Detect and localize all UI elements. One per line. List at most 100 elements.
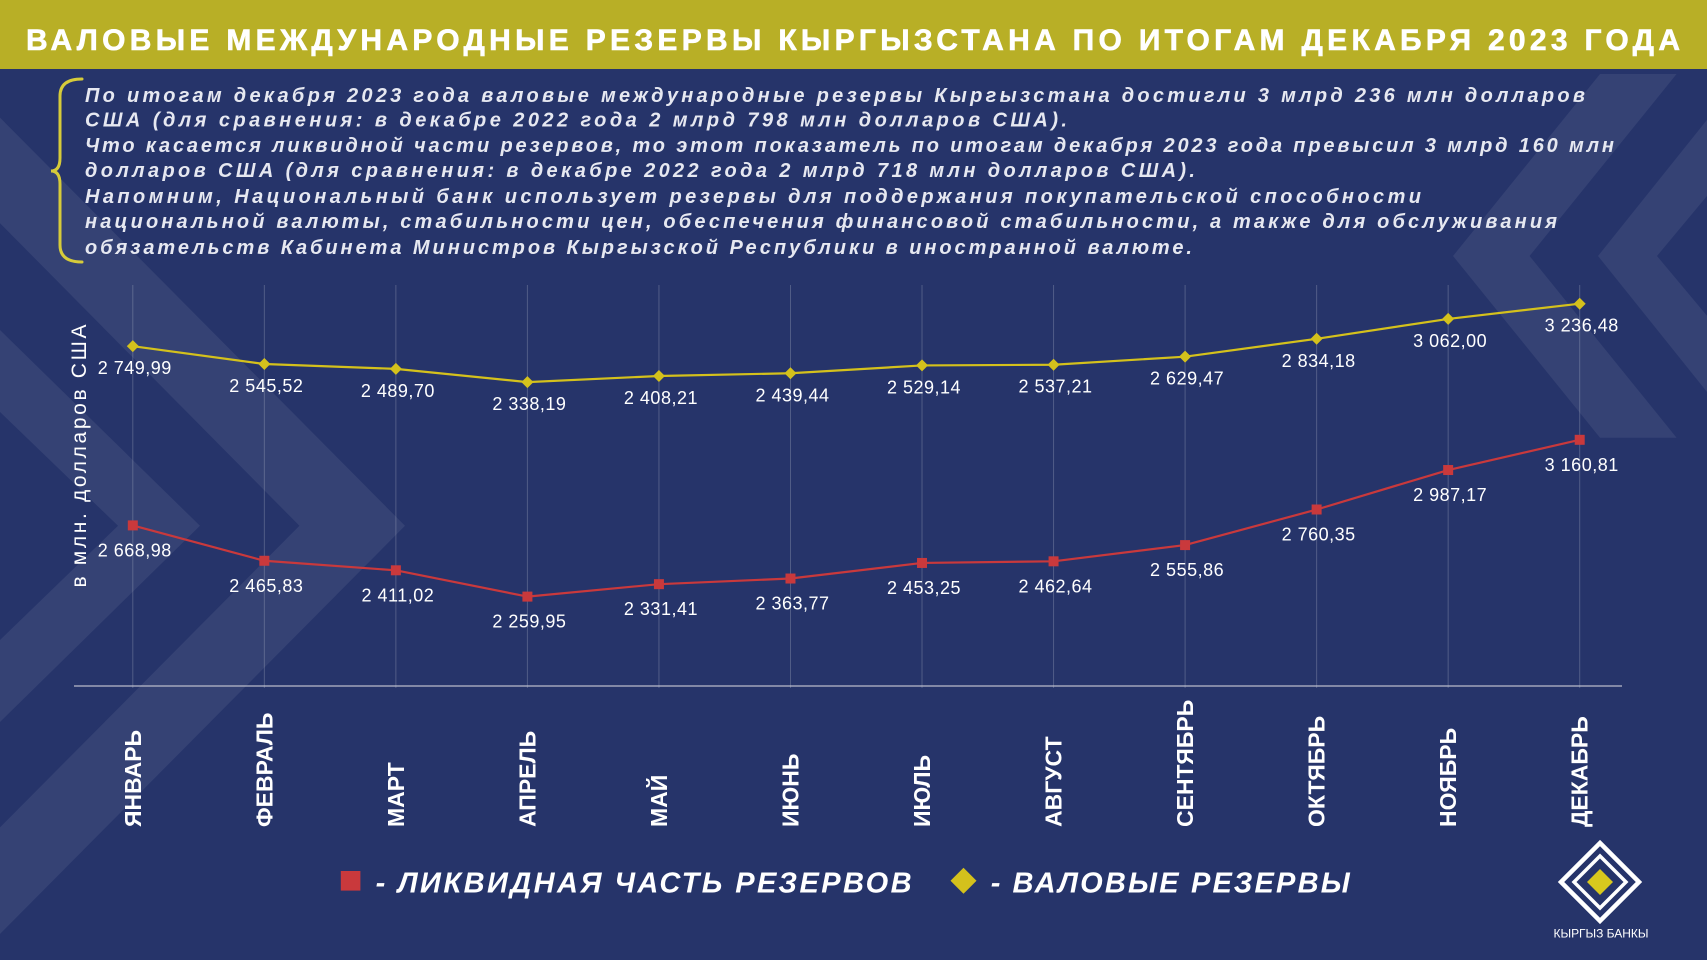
gross-reserves-point xyxy=(1047,358,1060,371)
page-title: ВАЛОВЫЕ МЕЖДУНАРОДНЫЕ РЕЗЕРВЫ КЫРГЫЗСТАН… xyxy=(26,24,1680,57)
liquid-reserves-point xyxy=(127,520,138,531)
gross-reserves-data-label: 2 439,44 xyxy=(755,385,829,405)
chevron-decoration xyxy=(1453,74,1677,438)
x-tick-label: АВГУСТ xyxy=(1041,736,1067,827)
x-axis-labels: ЯНВАРЬ ФЕВРАЛЬ МАРТ АПРЕЛЬ МАЙ ИЮНЬ ИЮЛЬ АВГУСТ… xyxy=(120,700,1593,827)
liquid-reserves-data-label: 2 411,02 xyxy=(362,585,435,605)
x-tick-label: НОЯБРЬ xyxy=(1435,728,1461,827)
chevron-decoration xyxy=(0,117,405,935)
x-tick-label: СЕНТЯБРЬ xyxy=(1172,700,1198,827)
gross-reserves-data-label: 2 338,19 xyxy=(492,394,566,414)
gross-reserves-data-label: 2 537,21 xyxy=(1019,377,1093,397)
gross-reserves-data-label: 2 749,99 xyxy=(98,358,172,378)
liquid-reserves-point xyxy=(917,557,928,568)
liquid-reserves-data-label: 2 465,83 xyxy=(229,576,303,596)
series-markers xyxy=(126,297,1586,602)
description-line: США (для сравнения: в декабре 2022 года … xyxy=(85,109,1067,131)
legend-square-marker xyxy=(340,871,361,891)
liquid-reserves-point xyxy=(1311,504,1322,515)
chevron-decoration xyxy=(0,330,200,722)
legend-series-name: ВАЛОВЫЕ РЕЗЕРВЫ xyxy=(1013,868,1351,900)
x-tick-label: МАЙ xyxy=(645,775,672,827)
logo-inner-diamond-icon xyxy=(1571,853,1629,911)
gross-reserves-point xyxy=(389,362,402,375)
gross-reserves-point xyxy=(1310,332,1323,345)
series-lines xyxy=(132,302,1580,598)
gross-reserves-point xyxy=(652,369,665,382)
liquid-reserves-point xyxy=(1048,556,1059,567)
gross-reserves-line xyxy=(132,302,1580,384)
chevron-decoration xyxy=(1598,119,1707,393)
bank-logo: КЫРГЫЗ БАНКЫ xyxy=(1554,839,1649,941)
gross-reserves-data-label: 3 062,00 xyxy=(1413,331,1487,351)
gross-reserves-data-label: 2 629,47 xyxy=(1150,369,1224,389)
gross-reserves-point xyxy=(1442,312,1455,325)
gross-reserves-point xyxy=(916,359,929,372)
liquid-reserves-data-label: 2 331,41 xyxy=(624,599,698,619)
y-axis-label: в млн. долларов США xyxy=(68,325,91,588)
logo-text: КЫРГЫЗ БАНКЫ xyxy=(1554,927,1649,941)
x-tick-label: ДЕКАБРЬ xyxy=(1567,716,1593,827)
curly-brace-icon xyxy=(50,77,84,264)
x-tick-label: МАРТ xyxy=(383,762,409,827)
gross-reserves-point xyxy=(784,367,797,380)
nested-diamond-logo-icon xyxy=(1557,839,1643,925)
title-banner xyxy=(0,0,1707,69)
liquid-reserves-point xyxy=(785,573,796,584)
x-tick-label: АПРЕЛЬ xyxy=(514,731,540,827)
description-line: Напомним, Национальный банк использует р… xyxy=(85,186,1421,208)
background-chevrons xyxy=(0,74,1707,935)
x-tick-label: ИЮЛЬ xyxy=(909,755,935,827)
gross-reserves-data-label: 2 408,21 xyxy=(624,388,698,408)
gross-reserves-data-label: 2 529,14 xyxy=(887,377,961,397)
description-line: национальной валюты, стабильности цен, о… xyxy=(85,211,1557,233)
x-tick-label: ИЮНЬ xyxy=(777,754,803,827)
gross-reserves-point xyxy=(1179,350,1192,363)
gross-reserves-data-label: 2 834,18 xyxy=(1282,351,1356,371)
liquid-reserves-point xyxy=(1443,465,1454,476)
x-tick-label: ОКТЯБРЬ xyxy=(1304,716,1330,827)
legend: - ЛИКВИДНАЯ ЧАСТЬ РЕЗЕРВОВ - ВАЛОВЫЕ РЕЗЕР… xyxy=(340,867,1351,900)
liquid-reserves-data-label: 2 453,25 xyxy=(887,578,961,598)
liquid-reserves-data-label: 2 462,64 xyxy=(1019,576,1093,596)
gross-reserves-point xyxy=(521,376,534,389)
liquid-reserves-line xyxy=(132,438,1580,598)
gross-reserves-data-label: 2 545,52 xyxy=(229,376,303,396)
description-line: обязательств Кабинета Министров Кыргызск… xyxy=(85,237,1192,259)
liquid-reserves-point xyxy=(1574,434,1585,445)
liquid-reserves-data-label: 2 363,77 xyxy=(755,594,829,614)
x-tick-label: ФЕВРАЛЬ xyxy=(251,713,277,827)
liquid-reserves-point xyxy=(522,591,533,602)
liquid-reserves-point xyxy=(390,565,401,576)
gross-reserves-data-label: 2 489,70 xyxy=(361,381,435,401)
legend-series-name: ЛИКВИДНАЯ ЧАСТЬ РЕЗЕРВОВ xyxy=(396,868,912,900)
gross-reserves-point xyxy=(126,340,139,353)
legend-diamond-marker xyxy=(950,867,977,894)
description-line: По итогам декабря 2023 года валовые межд… xyxy=(85,85,1585,107)
liquid-reserves-data-label: 2 987,17 xyxy=(1413,485,1487,505)
gross-reserves-point xyxy=(258,358,271,371)
liquid-reserves-data-label: 2 259,95 xyxy=(492,612,566,632)
line-chart: в млн. долларов США 2 749,99 2 545,52 2 48… xyxy=(68,285,1622,827)
description-line: Что касается ликвидной части резервов, т… xyxy=(85,135,1614,157)
description-line: долларов США (для сравнения: в декабре 2… xyxy=(85,160,1195,182)
logo-core-diamond-icon xyxy=(1587,869,1613,895)
x-tick-label: ЯНВАРЬ xyxy=(120,730,146,827)
liquid-reserves-data-label: 2 760,35 xyxy=(1282,525,1356,545)
liquid-reserves-point xyxy=(1180,540,1191,551)
data-labels: 2 749,99 2 545,52 2 489,70 2 338,19 2 408,21… xyxy=(98,316,1619,632)
legend-separator: - xyxy=(376,868,386,900)
liquid-reserves-data-label: 3 160,81 xyxy=(1545,455,1619,475)
legend-label-gross: - ВАЛОВЫЕ РЕЗЕРВЫ xyxy=(991,868,1351,900)
liquid-reserves-data-label: 2 555,86 xyxy=(1150,560,1224,580)
gross-reserves-data-label: 3 236,48 xyxy=(1545,316,1619,336)
legend-separator: - xyxy=(991,868,1001,900)
gross-reserves-point xyxy=(1573,297,1586,310)
liquid-reserves-point xyxy=(653,579,664,590)
liquid-reserves-point xyxy=(259,555,270,566)
legend-label-liquid: - ЛИКВИДНАЯ ЧАСТЬ РЕЗЕРВОВ xyxy=(376,868,912,900)
liquid-reserves-data-label: 2 668,98 xyxy=(98,540,172,560)
